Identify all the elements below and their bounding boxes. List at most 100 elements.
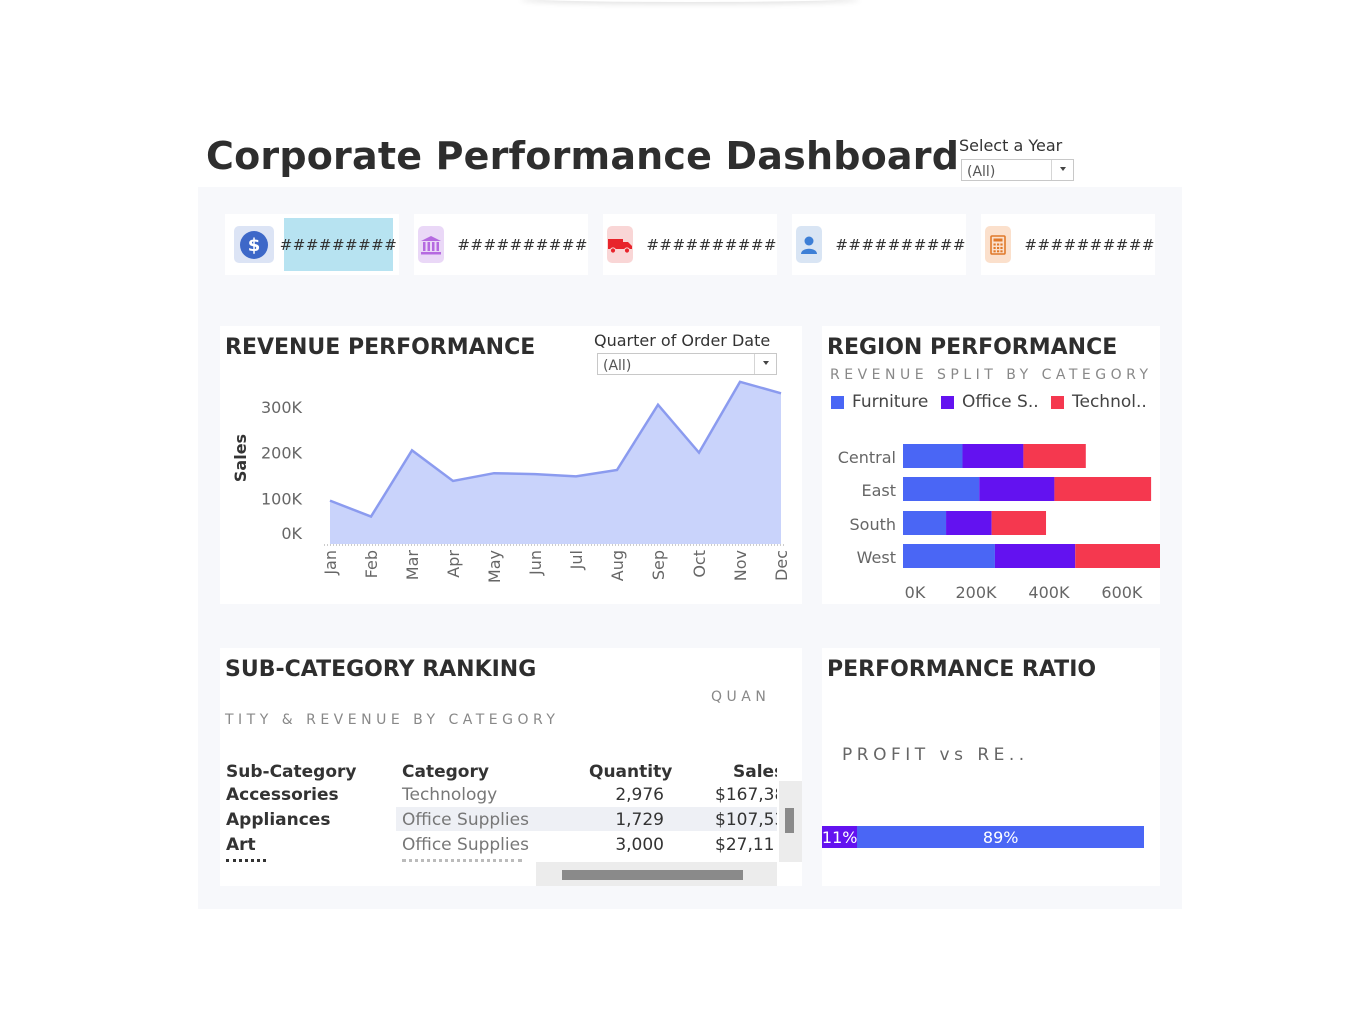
bar-segment [994, 544, 1076, 568]
cell-subcategory: Art [226, 835, 256, 855]
y-axis-title: Sales [231, 434, 250, 482]
legend-item-office-supplies[interactable]: Office S.. [941, 392, 1039, 412]
region-subtitle: REVENUE SPLIT BY CATEGORY [830, 367, 1153, 383]
x-tick-label: 0K [905, 583, 926, 602]
kpi-value-bank: ########## [457, 235, 588, 254]
x-tick-label: May [485, 550, 504, 583]
kpi-card-customers[interactable]: ########## [792, 214, 966, 275]
x-tick-label: Apr [444, 550, 463, 578]
row-cutoff [226, 859, 266, 862]
year-filter-dropdown[interactable]: (All) [961, 159, 1074, 181]
col-header-category[interactable]: Category [402, 762, 489, 782]
series-line [329, 380, 782, 519]
quarter-filter-dropdown[interactable]: (All) [597, 353, 777, 375]
bar-segment [991, 511, 1047, 535]
kpi-value-sales: ######### [280, 218, 397, 271]
x-tick-label: Feb [362, 550, 381, 578]
kpi-value-customers: ########## [835, 235, 966, 254]
y-tick-label: 200K [261, 444, 303, 463]
calculator-icon [985, 226, 1012, 263]
legend-swatch [1051, 395, 1064, 409]
cell-sales: $107,53 [715, 810, 777, 830]
legend-label: Furniture [852, 392, 929, 412]
kpi-card-shipping[interactable]: ########## [603, 214, 777, 275]
performance-ratio-card [822, 648, 1160, 886]
kpi-card-orders[interactable]: ########## [981, 214, 1155, 275]
bar-segment [979, 477, 1055, 501]
ratio-title: PERFORMANCE RATIO [827, 657, 1097, 682]
x-tick-label: Dec [772, 550, 791, 581]
revenue-area-chart[interactable]: 0K 100K 200K 300K Jan Feb Mar Apr May Jun Jul Aug Se… [220, 375, 802, 600]
x-tick-label: Jul [567, 550, 586, 570]
area-fill [330, 381, 781, 544]
row-cutoff [402, 859, 522, 862]
x-tick-label: 600K [1101, 583, 1143, 602]
ratio-bar[interactable]: 11% 89% [822, 826, 1144, 848]
page-title: Corporate Performance Dashboard [206, 134, 960, 178]
legend-swatch [941, 395, 954, 409]
year-filter-value: (All) [967, 164, 996, 180]
subcat-table: Sub-Category Category Quantity Sales Acc… [220, 758, 777, 862]
truck-icon [607, 226, 634, 263]
chevron-down-icon[interactable] [1051, 160, 1073, 180]
region-bar-chart[interactable]: Central East South West 0K 200K 400K 600K [822, 430, 1160, 604]
subcategory-ranking-card [220, 648, 802, 886]
bar-segment [962, 444, 1024, 468]
col-header-quantity[interactable]: Quantity [589, 762, 673, 782]
x-tick-label: Jun [526, 550, 545, 576]
ratio-segment-profit[interactable]: 11% [821, 826, 858, 848]
bar-segment [1054, 477, 1152, 501]
cell-quantity: 1,729 [615, 810, 664, 830]
x-tick-label: Aug [608, 550, 627, 581]
category-label: East [861, 481, 896, 500]
category-label: South [850, 515, 897, 534]
y-tick-label: 300K [261, 398, 303, 417]
bank-icon [418, 226, 445, 263]
col-header-sales[interactable]: Sales [733, 762, 777, 782]
revenue-title: REVENUE PERFORMANCE [225, 335, 536, 360]
legend-label: Technol.. [1072, 392, 1147, 412]
x-tick-label: Oct [690, 550, 709, 578]
quarter-filter-value: (All) [603, 358, 632, 374]
cell-subcategory: Accessories [226, 785, 339, 805]
cell-category: Office Supplies [402, 835, 529, 855]
chevron-down-icon[interactable] [754, 354, 776, 374]
vertical-scrollbar[interactable] [779, 781, 802, 862]
cell-category: Technology [402, 785, 498, 805]
cell-quantity: 2,976 [615, 785, 664, 805]
y-tick-label: 100K [261, 489, 303, 508]
dollar-icon: $ [234, 226, 274, 263]
x-tick-label: Mar [403, 550, 422, 581]
scrollbar-thumb[interactable] [562, 870, 743, 880]
legend-item-furniture[interactable]: Furniture [831, 392, 928, 412]
subcat-subtitle-part2: TITY & REVENUE BY CATEGORY [225, 712, 560, 728]
col-header-subcategory[interactable]: Sub-Category [226, 762, 357, 782]
year-filter-label: Select a Year [959, 136, 1063, 155]
subcat-subtitle-part1: QUAN [711, 689, 771, 705]
bar-segment [903, 511, 947, 535]
bar-segment [903, 444, 963, 468]
top-shadow [520, 0, 860, 2]
ratio-subtitle: PROFIT vs RE.. [842, 745, 1029, 765]
x-tick-label: 200K [955, 583, 997, 602]
kpi-value-orders: ########## [1024, 235, 1155, 254]
x-tick-label: 400K [1028, 583, 1070, 602]
cell-category: Office Supplies [402, 810, 529, 830]
legend-swatch [831, 395, 844, 409]
scrollbar-thumb[interactable] [785, 808, 794, 833]
kpi-value-shipping: ########## [646, 235, 777, 254]
quarter-filter-label: Quarter of Order Date [594, 331, 771, 350]
cell-sales: $167,38 [715, 785, 777, 805]
kpi-card-sales[interactable]: $ ######### [225, 214, 399, 275]
horizontal-scrollbar[interactable] [536, 862, 777, 886]
svg-text:$: $ [248, 235, 261, 256]
kpi-card-bank[interactable]: ########## [414, 214, 588, 275]
y-tick-label: 0K [281, 524, 302, 543]
legend-item-technology[interactable]: Technol.. [1051, 392, 1147, 412]
subcat-title: SUB-CATEGORY RANKING [225, 657, 537, 682]
legend-label: Office S.. [962, 392, 1039, 412]
ratio-segment-revenue[interactable]: 89% [857, 826, 1144, 848]
cell-subcategory: Appliances [226, 810, 331, 830]
category-label: Central [838, 448, 896, 467]
bar-segment [1023, 444, 1086, 468]
